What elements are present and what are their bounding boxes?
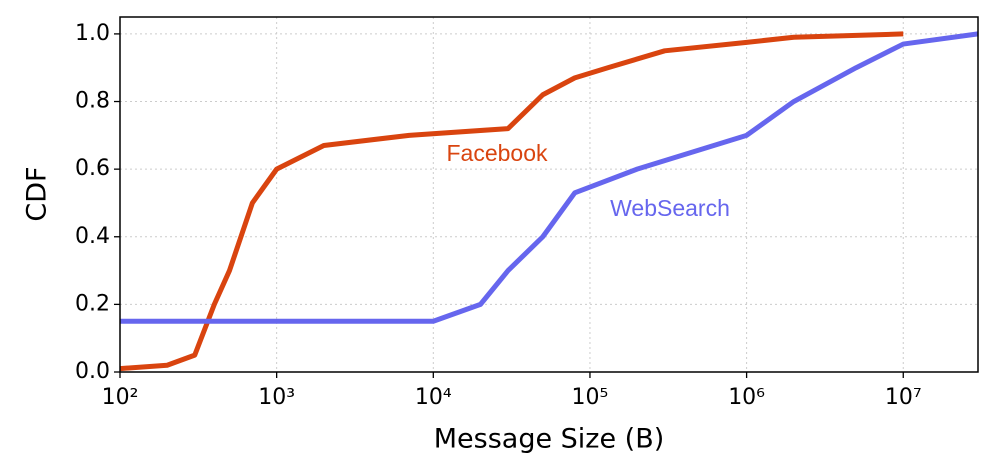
y-tick-label: 0.4: [75, 224, 110, 249]
x-tick-label: 10³: [258, 385, 295, 410]
x-tick-label: 10⁷: [885, 385, 922, 410]
x-tick-label: 10⁶: [728, 385, 765, 410]
series-line: [119, 31, 904, 372]
x-tick-label: 10⁴: [415, 385, 452, 410]
y-tick-label: 1.0: [75, 21, 110, 46]
series-label: Facebook: [446, 140, 548, 166]
x-tick-label: 10⁵: [572, 385, 609, 410]
y-tick-label: 0.0: [75, 359, 110, 384]
y-tick-label: 0.2: [75, 291, 110, 316]
plot-frame: [119, 16, 979, 373]
x-tick-label: 10²: [102, 385, 139, 410]
series-label: WebSearch: [610, 195, 730, 221]
y-tick-label: 0.6: [75, 156, 110, 181]
series-line: [120, 31, 979, 324]
y-axis-label: CDF: [22, 166, 53, 221]
y-tick-label: 0.8: [75, 89, 110, 114]
x-axis-label: Message Size (B): [434, 424, 665, 455]
